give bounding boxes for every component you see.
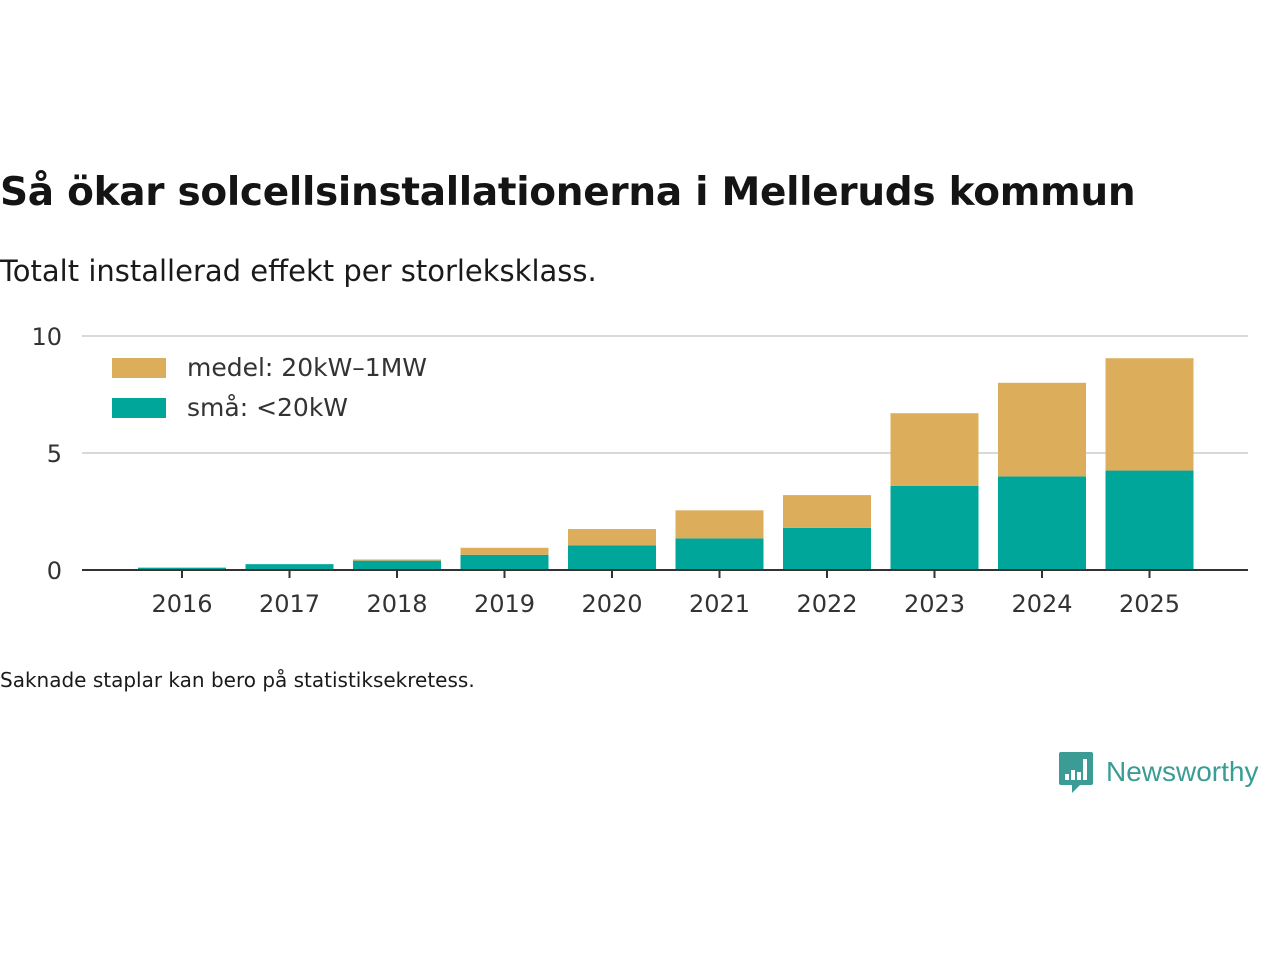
x-tick-label-2020: 2020: [581, 590, 642, 618]
x-tick-label-2016: 2016: [151, 590, 212, 618]
x-tick-label-2022: 2022: [796, 590, 857, 618]
newsworthy-bar-chart-icon: [1059, 752, 1093, 793]
bar-sma-2020: [568, 545, 656, 570]
bar-medel-2022: [783, 495, 871, 528]
y-axis-ticks: 0 5 10: [31, 323, 62, 585]
legend-label-sma: små: <20kW: [187, 393, 348, 422]
bar-medel-2023: [890, 413, 979, 486]
legend-swatch-sma: [112, 398, 166, 418]
x-tick-label-2023: 2023: [904, 590, 965, 618]
brand-name: Newsworthy: [1106, 756, 1259, 787]
bar-medel-2018: [353, 559, 441, 561]
x-axis-ticks: 2016 2017 2018 2019 2020 2021 2022 2023 2024 2025: [151, 590, 1180, 618]
x-tick-label-2019: 2019: [474, 590, 535, 618]
bar-medel-2025: [1105, 358, 1194, 471]
bar-medel-2021: [675, 510, 764, 539]
x-tick-label-2017: 2017: [259, 590, 320, 618]
bar-medel-2019: [460, 547, 549, 555]
bar-sma-2022: [783, 527, 871, 570]
chart-title: Så ökar solcellsinstallationerna i Melle…: [0, 170, 1136, 215]
bar-sma-2024: [998, 476, 1086, 570]
bars: [138, 358, 1194, 570]
footnote: Saknade staplar kan bero på statistiksek…: [0, 668, 475, 692]
x-tick-label-2025: 2025: [1119, 590, 1180, 618]
chart-subtitle: Totalt installerad effekt per storlekskl…: [0, 254, 597, 288]
legend-swatch-medel: [112, 358, 166, 378]
bar-sma-2025: [1105, 470, 1194, 570]
x-tick-label-2018: 2018: [366, 590, 427, 618]
stacked-bar-chart: 0 5 10 2016 2017 2018 2019 2020 2021 2022 2023 202…: [31, 323, 1248, 618]
brand-logo: Newsworthy: [1058, 748, 1258, 796]
y-tick-label-0: 0: [47, 557, 62, 585]
bar-sma-2019: [460, 554, 549, 570]
bar-sma-2023: [890, 485, 979, 570]
legend: medel: 20kW–1MW små: <20kW: [112, 353, 427, 422]
legend-label-medel: medel: 20kW–1MW: [187, 353, 427, 382]
bar-sma-2017: [245, 564, 334, 570]
x-tick-label-2021: 2021: [689, 590, 750, 618]
bar-medel-2020: [568, 529, 656, 546]
bar-sma-2021: [675, 538, 764, 570]
bar-sma-2016: [138, 567, 226, 570]
bar-medel-2024: [998, 382, 1086, 477]
y-tick-label-5: 5: [47, 440, 62, 468]
x-axis: [82, 569, 1248, 578]
bar-sma-2018: [353, 560, 441, 570]
x-tick-label-2024: 2024: [1011, 590, 1072, 618]
y-tick-label-10: 10: [31, 323, 62, 351]
